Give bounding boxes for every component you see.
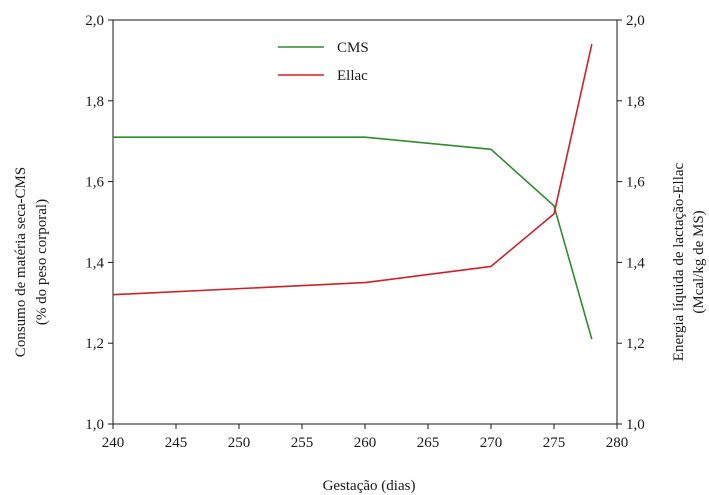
y-axis-left-title-line1: Consumo de matéria seca-CMS xyxy=(13,167,29,357)
legend: CMS Ellac xyxy=(278,40,369,84)
x-tick-label: 275 xyxy=(543,435,566,451)
legend-label-ellac: Ellac xyxy=(337,68,368,84)
y-left-tick-label: 1,0 xyxy=(85,417,104,433)
x-tick-label: 280 xyxy=(606,435,629,451)
x-tick-label: 255 xyxy=(291,435,314,451)
y-axis-right-ticks: 1,0 1,2 1,4 1,6 1,8 2,0 xyxy=(617,13,645,433)
y-right-tick-label: 1,4 xyxy=(626,255,645,271)
x-tick-label: 270 xyxy=(480,435,503,451)
series-line-ellac xyxy=(112,44,593,296)
legend-label-cms: CMS xyxy=(337,40,369,56)
y-axis-right-title-line2: (Mcal/kg de MS) xyxy=(691,210,707,313)
y-left-tick-label: 2,0 xyxy=(85,13,104,29)
y-left-tick-label: 1,2 xyxy=(85,336,104,352)
x-tick-label: 245 xyxy=(165,435,188,451)
y-right-tick-label: 1,8 xyxy=(626,94,645,110)
x-tick-label: 260 xyxy=(354,435,377,451)
x-tick-label: 265 xyxy=(417,435,440,451)
y-left-tick-label: 1,6 xyxy=(85,175,104,191)
y-axis-right-title-line1: Energia líquida de lactação-Ellac xyxy=(671,162,687,361)
y-right-tick-label: 1,0 xyxy=(626,417,645,433)
x-axis-title: Gestação (dias) xyxy=(323,478,416,494)
y-axis-left-ticks: 1,0 1,2 1,4 1,6 1,8 2,0 xyxy=(85,13,113,433)
y-left-tick-label: 1,8 xyxy=(85,94,104,110)
y-right-tick-label: 1,6 xyxy=(626,175,645,191)
series-line-cms xyxy=(113,136,593,340)
y-axis-left-title-line2: (% do peso corporal) xyxy=(34,199,50,325)
y-right-tick-label: 1,2 xyxy=(626,336,645,352)
y-right-tick-label: 2,0 xyxy=(626,13,645,29)
y-left-tick-label: 1,4 xyxy=(85,255,104,271)
x-tick-label: 240 xyxy=(102,435,125,451)
series-layer xyxy=(112,44,593,340)
x-axis-ticks: 240 245 250 255 260 265 270 275 280 xyxy=(102,424,629,451)
x-tick-label: 250 xyxy=(228,435,251,451)
